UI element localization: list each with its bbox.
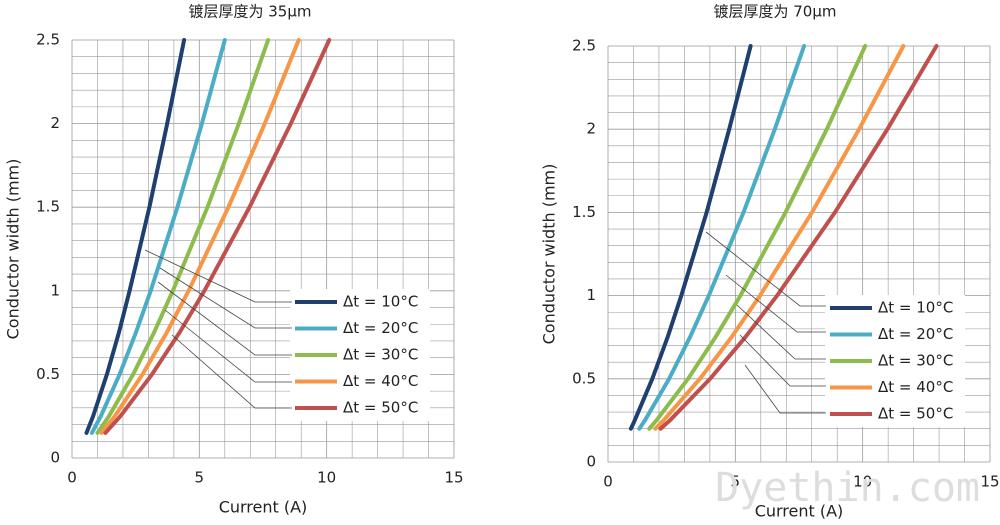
leader-line bbox=[744, 364, 826, 414]
leader-line bbox=[144, 249, 292, 303]
y-tick-label: 0 bbox=[50, 449, 60, 467]
x-tick-label: 15 bbox=[980, 473, 999, 491]
series-line bbox=[653, 44, 906, 431]
y-tick-label: 2 bbox=[50, 114, 60, 132]
x-tick-label: 0 bbox=[67, 469, 77, 487]
legend-label: Δt = 10°C bbox=[878, 299, 953, 317]
y-tick-label: 1.5 bbox=[572, 203, 596, 221]
legend-label: Δt = 20°C bbox=[343, 319, 418, 337]
y-tick-label: 0 bbox=[586, 453, 596, 471]
leaders bbox=[144, 231, 826, 414]
leader-line bbox=[159, 267, 292, 329]
chart: 镀层厚度为 35μm Current (A) Conductor width (mm… bbox=[4, 3, 464, 517]
legend-label: Δt = 50°C bbox=[343, 399, 418, 417]
legend-label: Δt = 10°C bbox=[343, 293, 418, 311]
leader-line bbox=[725, 274, 826, 333]
x-tick-label: 0 bbox=[603, 473, 613, 491]
series-line bbox=[84, 38, 187, 435]
series-line bbox=[628, 44, 753, 431]
series-line bbox=[647, 44, 868, 431]
legend: Δt = 10°C Δt = 20°C Δt = 30°C Δt = 40°C Δt =… bbox=[825, 295, 965, 427]
x-tick-label: 5 bbox=[195, 469, 205, 487]
y-tick-label: 2.5 bbox=[36, 31, 60, 49]
legend-label: Δt = 40°C bbox=[343, 372, 418, 390]
legend-label: Δt = 40°C bbox=[878, 378, 953, 396]
y-axis-label: Conductor width (mm) bbox=[4, 159, 23, 340]
watermark: Dyethin.com bbox=[715, 465, 980, 511]
x-tick-label: 15 bbox=[444, 469, 463, 487]
x-axis-label: Current (A) bbox=[219, 498, 308, 517]
x-tick-label: 5 bbox=[731, 473, 741, 491]
leader-line bbox=[736, 304, 826, 360]
leader-line bbox=[171, 334, 292, 409]
legend: Δt = 10°C Δt = 20°C Δt = 30°C Δt = 40°C Δt =… bbox=[290, 289, 430, 421]
legend-label: Δt = 30°C bbox=[878, 352, 953, 370]
y-tick-label: 0.5 bbox=[572, 369, 596, 387]
series-line bbox=[658, 44, 939, 431]
x-tick-label: 10 bbox=[853, 473, 872, 491]
chart-title: 镀层厚度为 70μm bbox=[713, 3, 836, 21]
leader-line bbox=[164, 309, 292, 383]
y-axis-label: Conductor width (mm) bbox=[540, 164, 559, 345]
y-tick-label: 2 bbox=[586, 120, 596, 138]
y-tick-label: 2.5 bbox=[572, 37, 596, 55]
y-tick-label: 1 bbox=[586, 286, 596, 304]
series-line bbox=[103, 38, 332, 435]
series-line bbox=[637, 44, 807, 431]
y-tick-label: 0.5 bbox=[36, 365, 60, 383]
legend-label: Δt = 50°C bbox=[878, 405, 953, 423]
leader-line bbox=[157, 281, 292, 356]
leader-line bbox=[705, 231, 826, 307]
leader-line bbox=[739, 334, 826, 387]
legend-label: Δt = 20°C bbox=[878, 325, 953, 343]
y-tick-label: 1.5 bbox=[36, 198, 60, 216]
series-line bbox=[89, 38, 227, 435]
series-line bbox=[99, 38, 301, 435]
chart-title: 镀层厚度为 35μm bbox=[188, 3, 311, 21]
chart: 镀层厚度为 70μm Current (A) Conductor width (mm… bbox=[540, 3, 1000, 521]
x-axis-label: Current (A) bbox=[755, 502, 844, 521]
legend-label: Δt = 30°C bbox=[343, 346, 418, 364]
x-tick-label: 10 bbox=[317, 469, 336, 487]
y-tick-label: 1 bbox=[50, 281, 60, 299]
series-line bbox=[95, 38, 271, 435]
